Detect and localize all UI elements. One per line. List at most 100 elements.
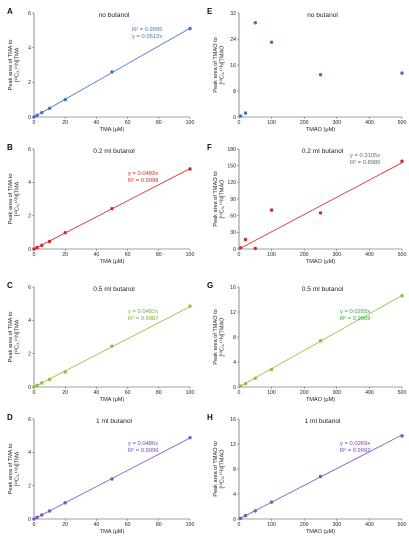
- chart-e-y-tick-label: 16: [230, 63, 236, 69]
- chart-c-x-axis-label: TMA (μM): [100, 397, 125, 403]
- chart-b-y-tick-label: 2: [28, 213, 31, 219]
- chart-c-x-tick-label: 40: [94, 390, 100, 396]
- chart-b-x-tick-label: 40: [94, 252, 100, 258]
- chart-g-x-tick-label: 200: [300, 390, 309, 396]
- chart-a-y-axis-label-line: Peak area of TMA to: [8, 40, 14, 91]
- chart-a-data-point: [63, 97, 67, 102]
- chart-b-y-axis-label-line: Peak area of TMA to: [8, 174, 14, 225]
- chart-h-panel-letter: H: [207, 413, 213, 422]
- chart-a-x-tick-label: 100: [186, 120, 195, 126]
- chart-c-y-tick-label: 0: [28, 385, 31, 391]
- chart-b-x-tick-label: 80: [156, 252, 162, 258]
- chart-e-data-point: [269, 40, 274, 44]
- chart-h-panel: H 1 ml butanol 0 4 8 12 16 0 100 200 300 400 500 TMAO…: [207, 413, 406, 535]
- chart-c-equation-label: y = 0.0482x: [128, 309, 158, 315]
- chart-c-data-point: [35, 383, 39, 388]
- chart-h-x-tick-label: 300: [332, 522, 341, 528]
- chart-b-data-point: [32, 247, 36, 251]
- chart-f-data-point: [318, 211, 323, 215]
- chart-b-title: 0.2 ml butanol: [93, 148, 135, 155]
- chart-g-data-point: [400, 294, 404, 298]
- chart-g-y-tick-label: 16: [230, 285, 236, 291]
- chart-b-x-tick-label: 0: [33, 252, 36, 258]
- chart-g-title: 0.5 ml butanol: [302, 286, 344, 293]
- chart-a-data-point: [32, 115, 36, 119]
- chart-d-data-point: [47, 509, 52, 513]
- chart-d-equation-label: R² = 0.9996: [128, 448, 158, 454]
- chart-c-y-tick-label: 6: [28, 285, 31, 291]
- chart-b-equation-label: R² = 0.9998: [128, 178, 158, 184]
- chart-g-x-tick-label: 400: [365, 390, 374, 396]
- chart-g-data-point: [238, 384, 243, 388]
- chart-g-equation-label: R² = 0.9989: [340, 316, 370, 322]
- chart-h-title: 1 ml butanol: [305, 418, 341, 425]
- chart-h-x-axis-label: TMAO (μM): [306, 529, 335, 535]
- chart-f-panel-letter: F: [207, 143, 212, 152]
- chart-c-y-axis-label-line: Peak area of TMA to: [8, 312, 14, 363]
- chart-e-x-tick-label: 500: [398, 120, 407, 126]
- chart-g-y-axis-label: Peak area of TMAO to[¹³C₃,¹⁵N]TMAO: [213, 309, 226, 365]
- chart-e-panel-letter: E: [207, 7, 213, 16]
- chart-f-data-point: [243, 237, 248, 242]
- chart-e-x-axis-label: TMAO (μM): [306, 127, 335, 133]
- chart-h-y-axis-label-line: Peak area of TMAO to: [213, 441, 219, 497]
- chart-h-x-tick-label: 400: [365, 522, 374, 528]
- chart-e-data-point: [318, 73, 323, 77]
- chart-e-y-axis-label-line: [¹³C₃,¹⁵N]TMAO: [219, 45, 226, 85]
- chart-c-x-tick-label: 0: [33, 390, 36, 396]
- chart-b-y-tick-label: 4: [28, 180, 31, 186]
- chart-a-equation-label: R² = 0.9995: [132, 27, 162, 33]
- chart-h-equation-label: y = 0.0269x: [340, 441, 370, 447]
- chart-d-x-tick-label: 80: [156, 522, 162, 528]
- chart-b-y-axis-label: Peak area of TMA to[¹³C₃,¹⁵N]TMA: [8, 174, 21, 225]
- chart-c-data-point: [32, 385, 36, 389]
- chart-d-x-tick-label: 0: [33, 522, 36, 528]
- chart-d-x-tick-label: 40: [94, 522, 100, 528]
- chart-f-y-tick-label: 90: [230, 197, 236, 203]
- chart-h-data-point: [400, 434, 404, 438]
- chart-h-x-tick-label: 100: [267, 522, 276, 528]
- chart-b-data-point: [63, 230, 67, 235]
- chart-a-data-point: [110, 70, 114, 74]
- chart-h-data-point: [243, 513, 248, 518]
- chart-h-equation-label: R² = 0.9992: [340, 448, 370, 454]
- chart-a-y-tick-label: 0: [28, 115, 31, 121]
- chart-b-data-point: [188, 167, 192, 171]
- chart-c-x-tick-label: 100: [186, 390, 195, 396]
- chart-d-panel-letter: D: [7, 413, 13, 422]
- chart-f-y-tick-label: 180: [227, 147, 236, 153]
- chart-h-y-tick-label: 8: [233, 467, 236, 473]
- chart-a-y-tick-label: 4: [28, 45, 31, 51]
- chart-g-x-tick-label: 300: [332, 390, 341, 396]
- chart-h-x-tick-label: 500: [398, 522, 407, 528]
- chart-g-y-tick-label: 8: [233, 335, 236, 341]
- chart-g-y-axis-label-line: Peak area of TMAO to: [213, 309, 219, 365]
- chart-c-y-axis-label-line: [¹³C₃,¹⁵N]TMA: [14, 319, 21, 354]
- chart-f-y-tick-label: 0: [233, 247, 236, 253]
- chart-f-x-tick-label: 200: [300, 252, 309, 258]
- chart-e-y-tick-label: 32: [230, 11, 236, 17]
- chart-c-x-tick-label: 20: [62, 390, 68, 396]
- chart-d-title: 1 ml butanol: [96, 418, 132, 425]
- chart-a-x-tick-label: 80: [156, 120, 162, 126]
- chart-c-data-point: [110, 344, 114, 348]
- chart-d-y-tick-label: 6: [28, 417, 31, 423]
- chart-g-data-point: [269, 367, 274, 372]
- chart-h-y-tick-label: 12: [230, 442, 236, 448]
- chart-d-data-point: [35, 515, 39, 520]
- chart-d-y-tick-label: 4: [28, 450, 31, 456]
- chart-f-x-tick-label: 100: [267, 252, 276, 258]
- chart-h-x-tick-label: 200: [300, 522, 309, 528]
- chart-b-x-tick-label: 20: [62, 252, 68, 258]
- chart-g-x-tick-label: 100: [267, 390, 276, 396]
- chart-d-x-axis-label: TMA (μM): [100, 529, 125, 535]
- chart-f-x-tick-label: 0: [238, 252, 241, 258]
- chart-b-x-tick-label: 60: [125, 252, 131, 258]
- chart-h-data-point: [269, 500, 274, 504]
- chart-h-y-tick-label: 4: [233, 492, 236, 498]
- chart-f-x-axis-label: TMAO (μM): [306, 259, 335, 265]
- chart-h-y-tick-label: 16: [230, 417, 236, 423]
- chart-e-y-tick-label: 24: [230, 37, 236, 43]
- chart-d-y-tick-label: 0: [28, 517, 31, 523]
- chart-f-y-axis-label-line: [¹³C₃,¹⁵N]TMAO: [219, 179, 226, 219]
